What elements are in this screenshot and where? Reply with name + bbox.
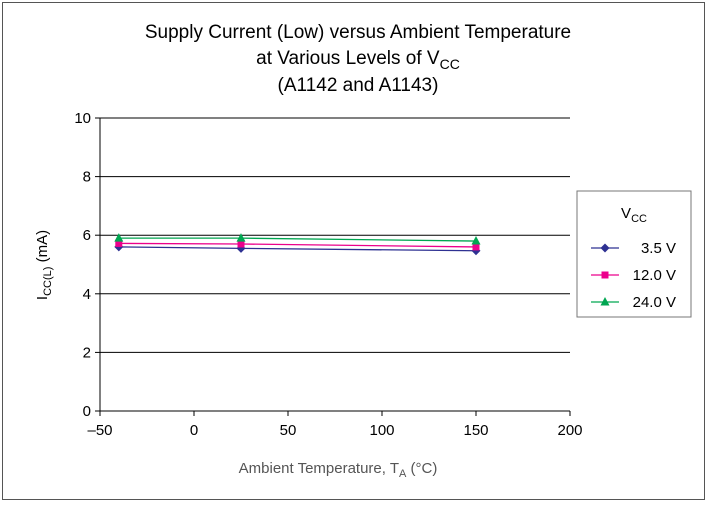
series-line-2	[118, 237, 477, 242]
x-tick-label: 150	[463, 422, 488, 439]
data-point-2-1	[236, 233, 246, 242]
x-tick-label: 100	[369, 422, 394, 439]
legend-marker-2	[600, 297, 610, 306]
y-tick-label: 0	[83, 403, 91, 420]
legend: VCC 3.5 V 12.0 V 24.0 V	[576, 190, 692, 318]
chart: Supply Current (Low) versus Ambient Temp…	[34, 22, 692, 480]
y-tick-label: 4	[83, 286, 91, 303]
y-tick-label: 6	[83, 227, 91, 244]
y-tick-label: 10	[74, 110, 91, 127]
x-axis-label: Ambient Temperature, TA (°C)	[239, 460, 438, 480]
legend-marker-1	[601, 271, 609, 279]
series-line-1	[118, 242, 477, 248]
x-tick-label: 0	[190, 422, 198, 439]
chart-title-line1: Supply Current (Low) versus Ambient Temp…	[145, 22, 571, 43]
legend-label-1: 12.0 V	[633, 267, 676, 284]
x-tick-label: 200	[557, 422, 582, 439]
legend-label-2: 24.0 V	[633, 294, 676, 311]
plot-area: 0 2 4 6 8 10 –50 0 50 100 150 200	[74, 110, 582, 439]
data-point-2-0	[114, 233, 124, 242]
legend-marker-0	[600, 243, 610, 253]
chart-frame: Supply Current (Low) versus Ambient Temp…	[2, 2, 705, 500]
x-tick-label: 50	[280, 422, 297, 439]
data-point-1-0	[115, 239, 123, 247]
legend-box	[576, 190, 692, 318]
legend-title: VCC	[621, 205, 647, 225]
y-tick-label: 8	[83, 169, 91, 186]
data-point-1-2	[472, 243, 480, 251]
chart-title-line3: (A1142 and A1143)	[278, 75, 439, 96]
chart-title-line2: at Various Levels of VCC	[256, 48, 460, 72]
legend-label-0: 3.5 V	[641, 240, 676, 257]
data-point-1-1	[237, 240, 245, 248]
y-tick-label: 2	[83, 344, 91, 361]
data-point-2-2	[471, 236, 481, 245]
x-tick-label: –50	[87, 422, 112, 439]
series-line-0	[118, 246, 477, 252]
y-axis-label: ICC(L) (mA)	[34, 230, 54, 300]
